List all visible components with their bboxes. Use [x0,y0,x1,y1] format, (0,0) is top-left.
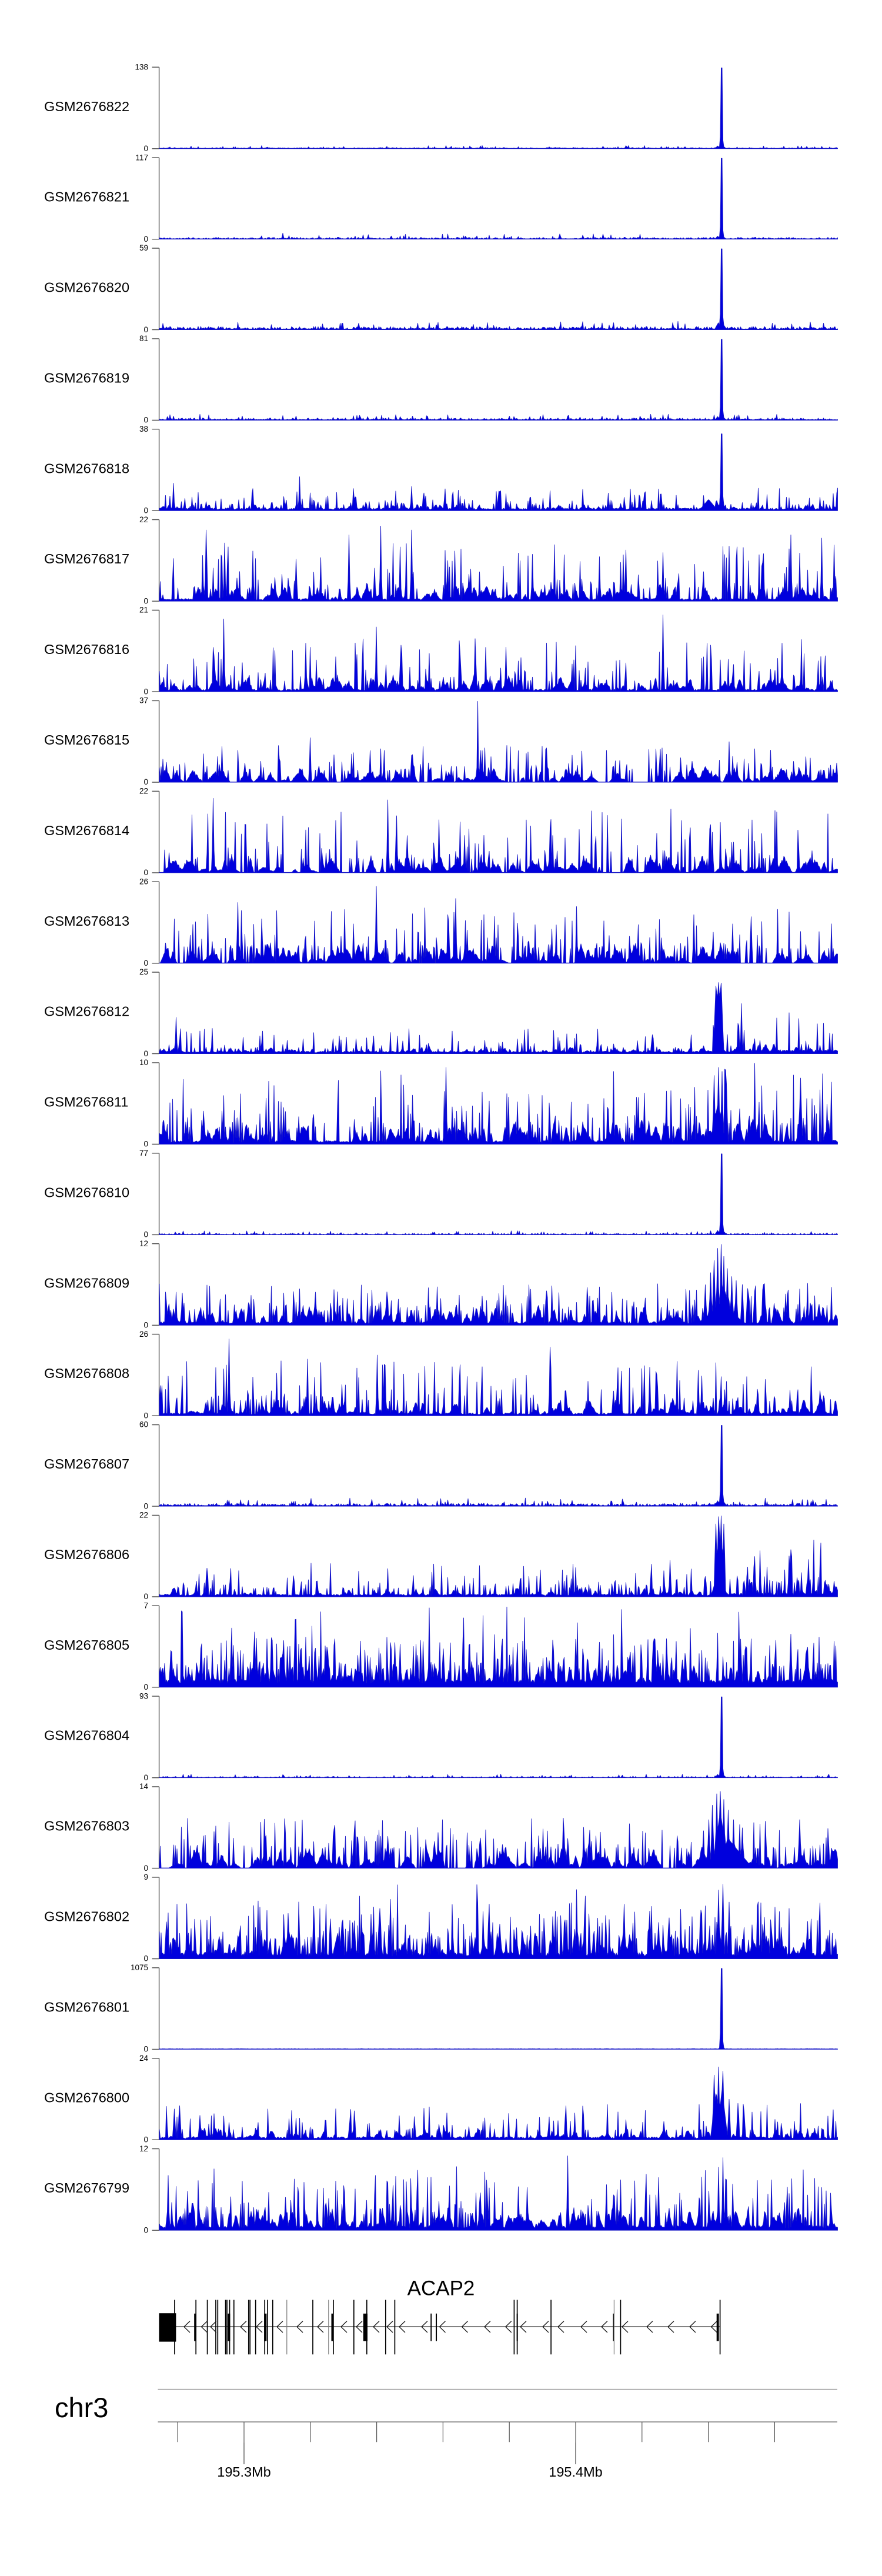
svg-text:0: 0 [143,778,148,786]
svg-text:0: 0 [143,687,148,696]
svg-text:138: 138 [135,62,148,71]
svg-text:GSM2676813: GSM2676813 [44,913,129,929]
svg-text:GSM2676806: GSM2676806 [44,1547,129,1562]
svg-text:GSM2676819: GSM2676819 [44,371,129,386]
svg-text:GSM2676808: GSM2676808 [44,1366,129,1381]
svg-text:25: 25 [139,967,148,976]
svg-text:0: 0 [143,959,148,967]
svg-text:0: 0 [143,1140,148,1149]
svg-text:0: 0 [143,1230,148,1239]
svg-text:81: 81 [139,334,148,343]
svg-text:GSM2676799: GSM2676799 [44,2180,129,2195]
svg-text:GSM2676801: GSM2676801 [44,1999,129,2014]
svg-text:0: 0 [143,2135,148,2144]
svg-text:0: 0 [143,506,148,515]
svg-text:12: 12 [139,2144,148,2153]
svg-text:0: 0 [143,144,148,153]
svg-text:38: 38 [139,425,148,433]
svg-text:GSM2676802: GSM2676802 [44,1909,129,1924]
svg-text:26: 26 [139,1330,148,1339]
svg-text:21: 21 [139,606,148,615]
svg-text:GSM2676800: GSM2676800 [44,2090,129,2105]
svg-text:10: 10 [139,1058,148,1067]
svg-text:GSM2676817: GSM2676817 [44,551,129,566]
svg-text:195.3Mb: 195.3Mb [217,2464,270,2480]
svg-text:GSM2676804: GSM2676804 [44,1728,129,1743]
svg-text:12: 12 [139,1239,148,1248]
svg-text:0: 0 [143,1321,148,1330]
svg-text:0: 0 [143,868,148,877]
svg-text:24: 24 [139,2054,149,2063]
svg-text:GSM2676820: GSM2676820 [44,280,129,295]
svg-text:GSM2676805: GSM2676805 [44,1637,129,1653]
svg-text:59: 59 [139,243,148,252]
svg-text:0: 0 [143,1501,148,1510]
svg-text:77: 77 [139,1149,148,1157]
svg-text:0: 0 [143,325,148,334]
svg-text:0: 0 [143,235,148,243]
svg-text:0: 0 [143,1049,148,1058]
svg-text:0: 0 [143,1773,148,1782]
svg-text:GSM2676818: GSM2676818 [44,461,129,476]
svg-text:0: 0 [143,1954,148,1963]
svg-text:60: 60 [139,1420,148,1429]
svg-text:0: 0 [143,1592,148,1601]
svg-text:0: 0 [143,416,148,425]
svg-text:GSM2676815: GSM2676815 [44,732,129,748]
svg-text:GSM2676807: GSM2676807 [44,1456,129,1471]
svg-text:GSM2676803: GSM2676803 [44,1818,129,1834]
svg-text:GSM2676810: GSM2676810 [44,1184,129,1200]
svg-text:GSM2676816: GSM2676816 [44,642,129,657]
svg-text:GSM2676811: GSM2676811 [44,1095,128,1110]
svg-text:chr3: chr3 [55,2392,108,2423]
svg-text:GSM2676822: GSM2676822 [44,99,129,114]
svg-text:0: 0 [143,2225,148,2234]
svg-text:22: 22 [139,787,148,796]
svg-text:14: 14 [139,1782,149,1791]
svg-text:93: 93 [139,1691,148,1700]
svg-text:GSM2676814: GSM2676814 [44,823,129,838]
svg-text:0: 0 [143,1683,148,1691]
svg-text:0: 0 [143,2045,148,2054]
svg-text:26: 26 [139,877,148,886]
svg-text:117: 117 [135,153,148,162]
svg-text:GSM2676812: GSM2676812 [44,1004,129,1019]
svg-text:195.4Mb: 195.4Mb [549,2464,602,2480]
svg-text:9: 9 [143,1873,148,1881]
svg-text:0: 0 [143,1864,148,1873]
svg-text:ACAP2: ACAP2 [407,2277,475,2300]
svg-text:GSM2676821: GSM2676821 [44,189,129,205]
svg-text:22: 22 [139,1511,148,1520]
svg-text:22: 22 [139,515,148,524]
svg-text:37: 37 [139,696,148,705]
svg-text:0: 0 [143,1411,148,1420]
svg-text:0: 0 [143,596,148,605]
svg-text:GSM2676809: GSM2676809 [44,1275,129,1290]
svg-text:1075: 1075 [131,1963,148,1972]
svg-text:7: 7 [143,1601,148,1610]
